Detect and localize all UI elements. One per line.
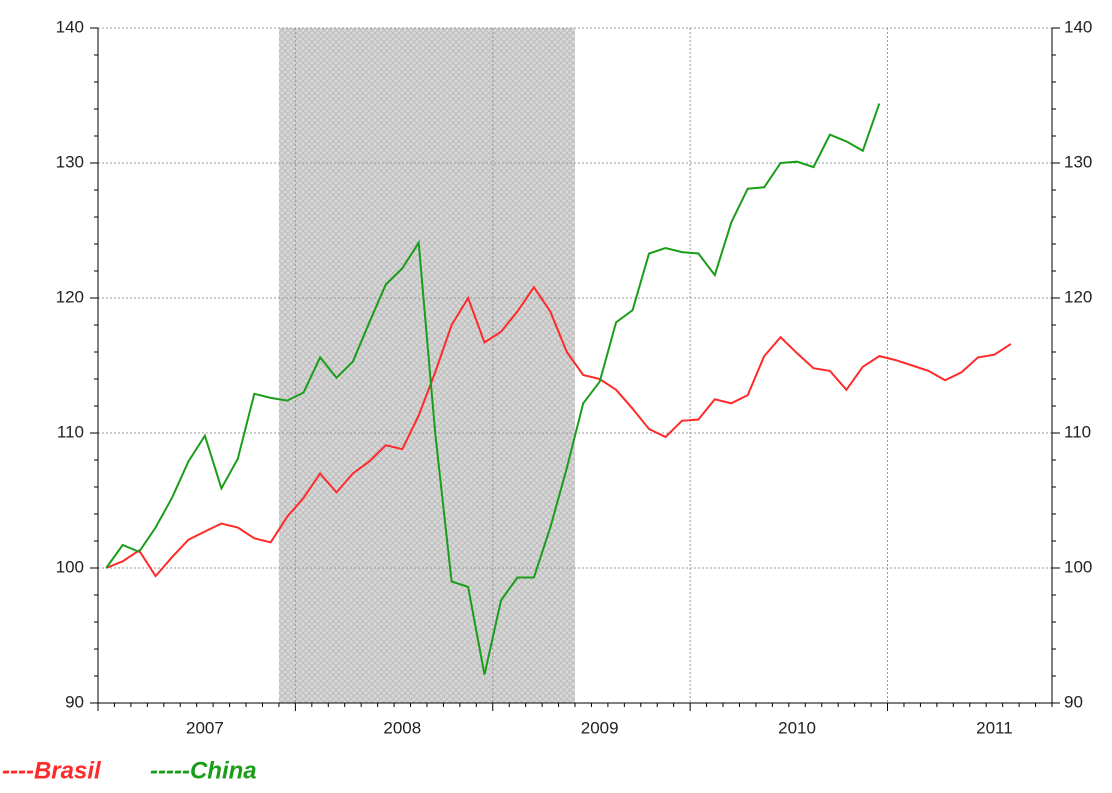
y2-tick-label: 120 <box>1064 287 1092 306</box>
y-tick-label: 130 <box>56 152 84 171</box>
shaded-period <box>278 28 575 703</box>
line-series <box>105 103 881 675</box>
legend-entry: -----China <box>150 757 257 784</box>
y-tick-label: 140 <box>56 17 84 36</box>
y-tick-label: 110 <box>57 422 84 441</box>
y2-tick-label: 110 <box>1064 422 1091 441</box>
x-tick-label: 2011 <box>976 718 1013 737</box>
y2-tick-label: 130 <box>1064 152 1092 171</box>
y2-tick-label: 140 <box>1064 17 1092 36</box>
y-tick-label: 120 <box>56 287 84 306</box>
legend-entry: ----Brasil <box>2 757 102 784</box>
y2-tick-label: 100 <box>1064 557 1092 576</box>
line-series <box>105 285 1012 578</box>
y2-tick-label: 90 <box>1064 692 1083 711</box>
y-tick-label: 100 <box>56 557 84 576</box>
x-tick-label: 2010 <box>778 718 816 737</box>
x-tick-label: 2008 <box>383 718 421 737</box>
x-tick-label: 2007 <box>186 718 224 737</box>
y-tick-label: 90 <box>65 692 84 711</box>
x-tick-label: 2009 <box>581 718 619 737</box>
legend: ----Brasil -----China <box>2 757 257 784</box>
